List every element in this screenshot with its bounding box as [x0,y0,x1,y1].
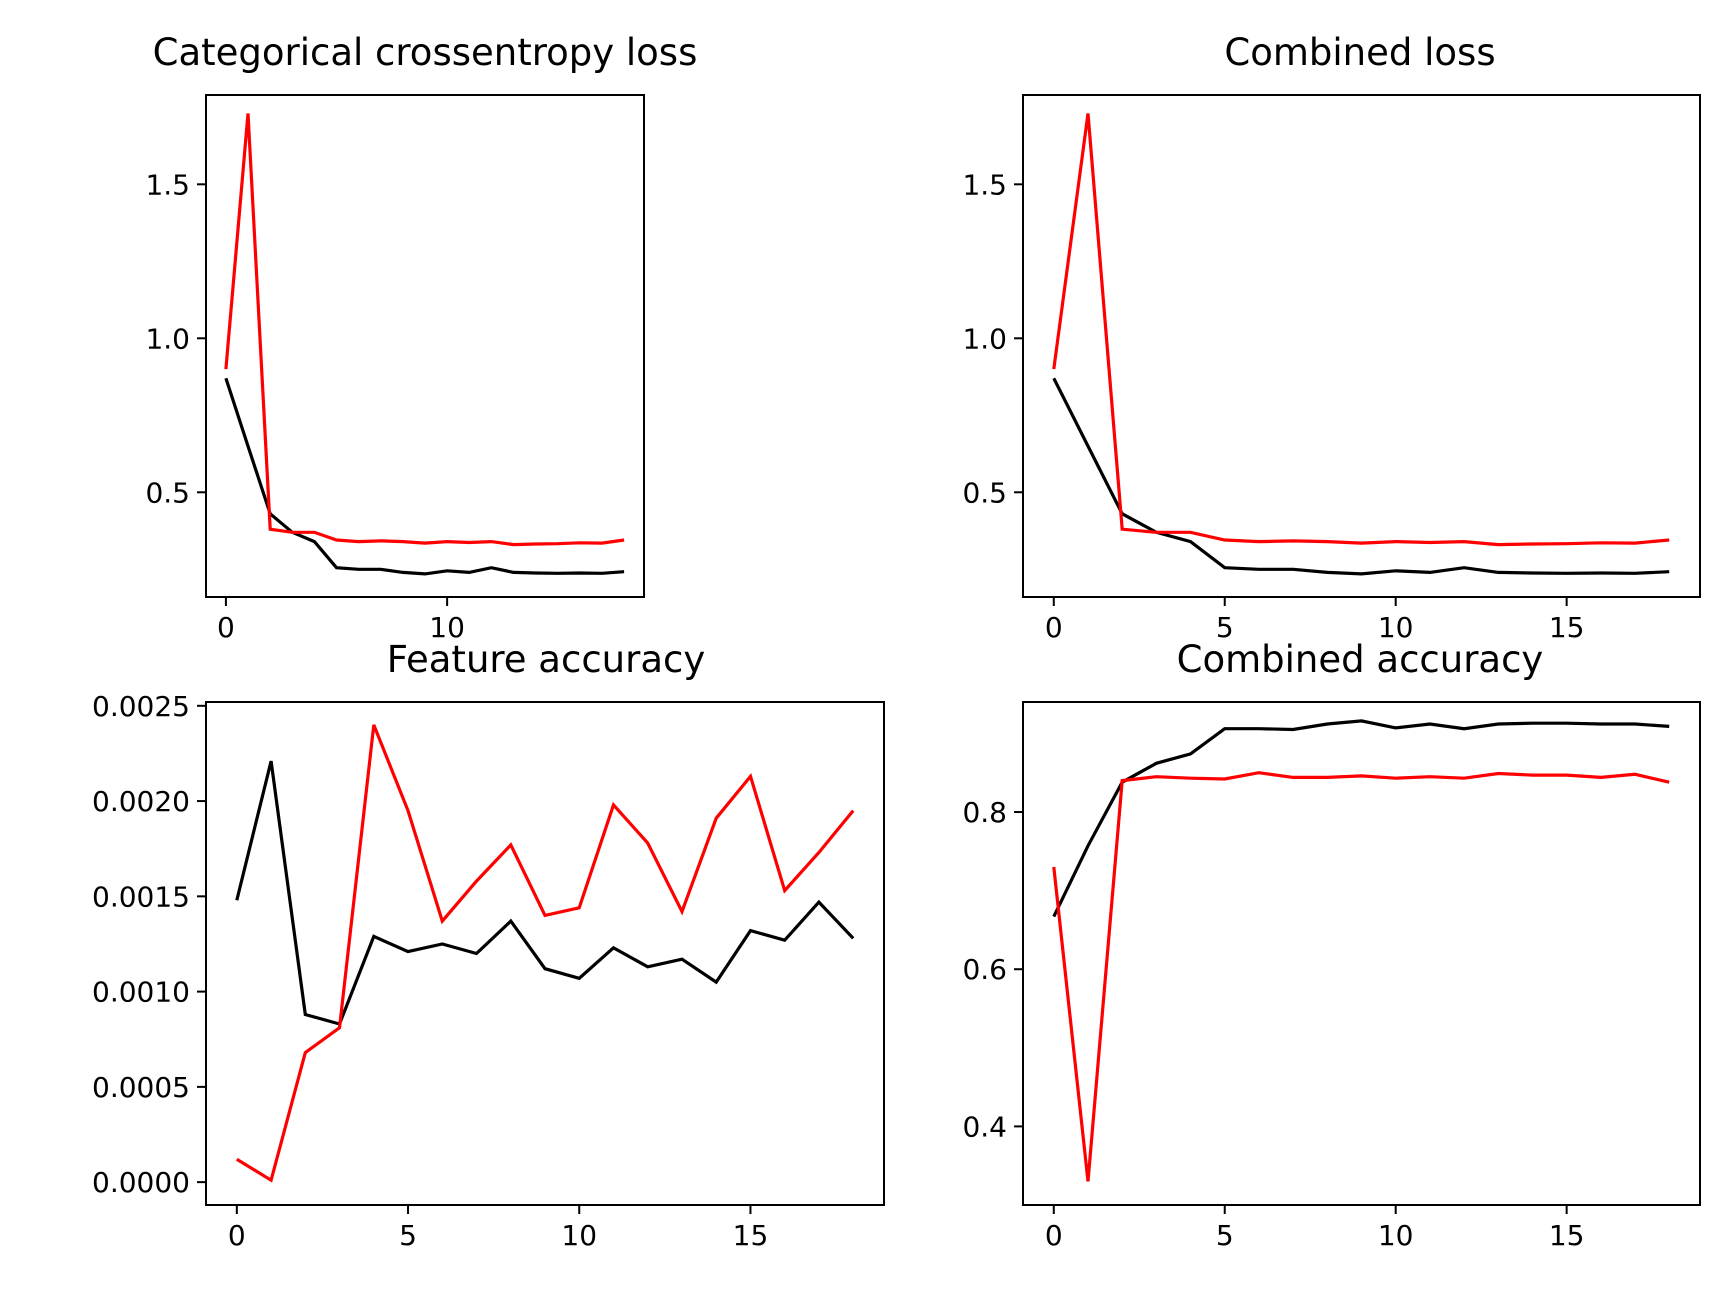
panel-combined-loss: Combined loss 0 5 10 15 0.5 1.0 1.5 [962,31,1701,644]
y-tick-label: 0.5 [962,476,1007,509]
series-line-red [1052,113,1670,547]
series-line-red [1052,771,1670,1182]
axes-frame [1022,701,1701,1206]
x-tick-label: 0 [1045,611,1063,644]
x-tick-label: 15 [1549,1219,1585,1252]
x-tick-label: 0 [1045,1219,1063,1252]
panel-combined-accuracy: Combined accuracy 0 5 10 15 0.4 0.6 0.8 [962,638,1701,1252]
y-tick-label: 0.0000 [92,1166,190,1199]
y-tick-label: 1.0 [145,322,190,355]
x-tick-label: 15 [733,1219,769,1252]
chart-title: Combined loss [1224,31,1495,74]
series-line-red [224,113,625,547]
x-tick-label: 5 [1216,1219,1234,1252]
y-tick-label: 0.0010 [92,976,190,1009]
chart-title: Categorical crossentropy loss [153,31,698,74]
axes-frame [1022,94,1701,598]
axes-frame [205,701,885,1206]
series-line-black [1052,719,1670,918]
x-tick-label: 0 [228,1219,246,1252]
y-tick-label: 0.0015 [92,880,190,913]
y-tick-label: 0.0020 [92,785,190,818]
x-tick-label: 10 [561,1219,597,1252]
y-tick-label: 1.5 [145,168,190,201]
chart-title: Feature accuracy [387,638,706,681]
y-tick-label: 0.8 [962,796,1007,829]
y-tick-label: 0.6 [962,953,1007,986]
y-tick-label: 1.5 [962,168,1007,201]
x-tick-label: 5 [1216,611,1234,644]
panel-feature-accuracy: Feature accuracy 0 5 10 15 0.0000 0.0005 0.001… [92,638,885,1252]
x-tick-label: 0 [217,611,235,644]
axes-frame [205,94,645,598]
x-tick-label: 10 [1378,611,1414,644]
y-tick-label: 1.0 [962,322,1007,355]
x-tick-label: 10 [429,611,465,644]
x-tick-label: 5 [399,1219,417,1252]
y-tick-label: 0.5 [145,476,190,509]
series-line-red [235,724,855,1183]
x-tick-label: 10 [1378,1219,1414,1252]
chart-title: Combined accuracy [1177,638,1544,681]
panel-categorical-crossentropy-loss: Categorical crossentropy loss 0 10 0.5 1.0 1… [145,31,697,644]
y-tick-label: 0.0005 [92,1071,190,1104]
y-tick-label: 0.0025 [92,690,190,723]
y-tick-label: 0.4 [962,1110,1007,1143]
x-tick-label: 15 [1549,611,1585,644]
